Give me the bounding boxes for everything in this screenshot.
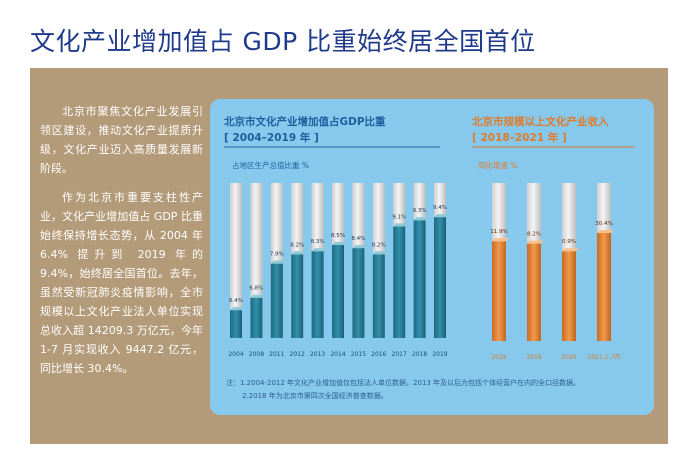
left-value-label: 8.4% <box>351 236 365 242</box>
charts-svg: 北京市文化产业增加值占GDP比重 [ 2004–2019 年 ] 占地区生产总值比重… <box>224 115 635 361</box>
chart-box: 北京市文化产业增加值占GDP比重 [ 2004–2019 年 ] 占地区生产总值比重… <box>210 99 654 415</box>
left-tick-label: 2017 <box>392 351 407 358</box>
left-tick-label: 2015 <box>351 351 366 358</box>
left-chart-subtitle: [ 2004–2019 年 ] <box>224 131 319 144</box>
left-tick-label: 2018 <box>412 351 427 358</box>
body-paragraph-1: 北京市聚焦文化产业发展引领区建设，推动文化产业提质升级，文化产业迈入高质量发展新… <box>40 105 203 175</box>
left-bar-track <box>230 183 242 338</box>
left-value-label: 8.5% <box>331 233 345 239</box>
footnote-2: 2.2018 年为北京市第四次全国经济普查数据。 <box>242 392 388 400</box>
body-text: 北京市聚焦文化产业发展引领区建设，推动文化产业提质升级，文化产业迈入高质量发展新… <box>40 102 203 388</box>
right-chart: 北京市规模以上文化产业收入 [ 2018–2021 年 ] 同比增速 % 11.9% 2… <box>472 115 635 361</box>
left-bar <box>352 248 365 338</box>
right-bar <box>597 233 611 341</box>
right-tick-label: 2021.1-7月 <box>588 354 621 361</box>
left-tick-label: 2014 <box>330 351 345 358</box>
left-tick-label: 2008 <box>249 351 264 358</box>
left-value-label: 8.2% <box>290 242 304 248</box>
left-bar <box>250 297 263 338</box>
left-value-label: 6.8% <box>249 286 263 292</box>
left-bar <box>434 217 446 338</box>
left-bar-cap <box>332 242 347 245</box>
left-tick-label: 2011 <box>269 351 284 358</box>
left-value-label: 9.4% <box>433 205 447 211</box>
left-chart-title: 北京市文化产业增加值占GDP比重 <box>224 115 386 128</box>
right-value-label: 0.9% <box>562 239 576 245</box>
left-bar-cap <box>250 294 266 298</box>
left-bar-cap <box>270 260 286 264</box>
right-chart-subtitle: [ 2018–2021 年 ] <box>472 131 567 144</box>
right-chart-title: 北京市规模以上文化产业收入 <box>472 115 609 128</box>
left-bar-cap <box>230 307 245 311</box>
left-value-label: 8.2% <box>372 242 386 248</box>
footnote-1: 注：1.2004-2012 年文化产业增加值仅包括法人单位数据，2013 年及以… <box>226 379 581 387</box>
left-value-label: 7.9% <box>270 252 284 258</box>
left-chart: 北京市文化产业增加值占GDP比重 [ 2004–2019 年 ] 占地区生产总值比重… <box>224 115 449 358</box>
left-value-label: 9.1% <box>392 214 406 220</box>
left-tick-label: 2013 <box>310 351 325 358</box>
left-bar <box>332 245 344 338</box>
left-bar <box>230 310 242 338</box>
left-tick-label: 2019 <box>432 351 447 358</box>
right-tick-label: 2018 <box>491 354 506 361</box>
right-bar <box>492 241 506 341</box>
right-bar-cap <box>597 230 614 233</box>
left-bar-cap <box>352 245 368 249</box>
left-bar <box>393 226 406 338</box>
right-bar-cap <box>492 238 509 242</box>
right-tick-label: 2019 <box>526 354 541 361</box>
right-bar-cap <box>527 240 544 244</box>
left-bar <box>413 220 426 338</box>
left-bar <box>291 254 304 338</box>
left-bar-cap <box>311 248 327 252</box>
right-bar <box>527 243 541 341</box>
left-bar-cap <box>434 214 449 218</box>
left-bar <box>270 263 283 338</box>
left-tick-label: 2004 <box>228 351 243 358</box>
right-value-label: 11.9% <box>490 229 507 235</box>
right-value-label: 30.4% <box>595 221 612 227</box>
left-bar-cap <box>413 217 429 221</box>
footnote: 注：1.2004-2012 年文化产业增加值仅包括法人单位数据，2013 年及以… <box>226 377 646 403</box>
left-value-label: 8.3% <box>311 239 325 245</box>
content-panel: 北京市聚焦文化产业发展引领区建设，推动文化产业提质升级，文化产业迈入高质量发展新… <box>30 68 668 444</box>
right-bar-cap <box>562 248 579 252</box>
left-value-label: 9.3% <box>413 208 427 214</box>
right-chart-ylabel: 同比增速 % <box>478 160 518 170</box>
left-bar <box>372 254 385 338</box>
left-tick-label: 2016 <box>371 351 386 358</box>
left-tick-label: 2012 <box>290 351 305 358</box>
right-bar <box>562 251 576 341</box>
page-title: 文化产业增加值占 GDP 比重始终居全国首位 <box>30 27 536 56</box>
left-value-label: 6.4% <box>229 298 243 304</box>
left-chart-ylabel: 占地区生产总值比重 % <box>232 160 309 170</box>
left-bar-cap <box>291 251 307 255</box>
right-value-label: 8.2% <box>527 232 541 238</box>
left-bar <box>311 251 324 338</box>
right-tick-label: 2020 <box>561 354 576 361</box>
body-paragraph-2: 作为北京市重要支柱性产业，文化产业增加值占 GDP 比重始终保持增长态势，从 2… <box>40 191 203 375</box>
left-bar-cap <box>372 251 388 255</box>
left-bar-cap <box>393 223 409 227</box>
